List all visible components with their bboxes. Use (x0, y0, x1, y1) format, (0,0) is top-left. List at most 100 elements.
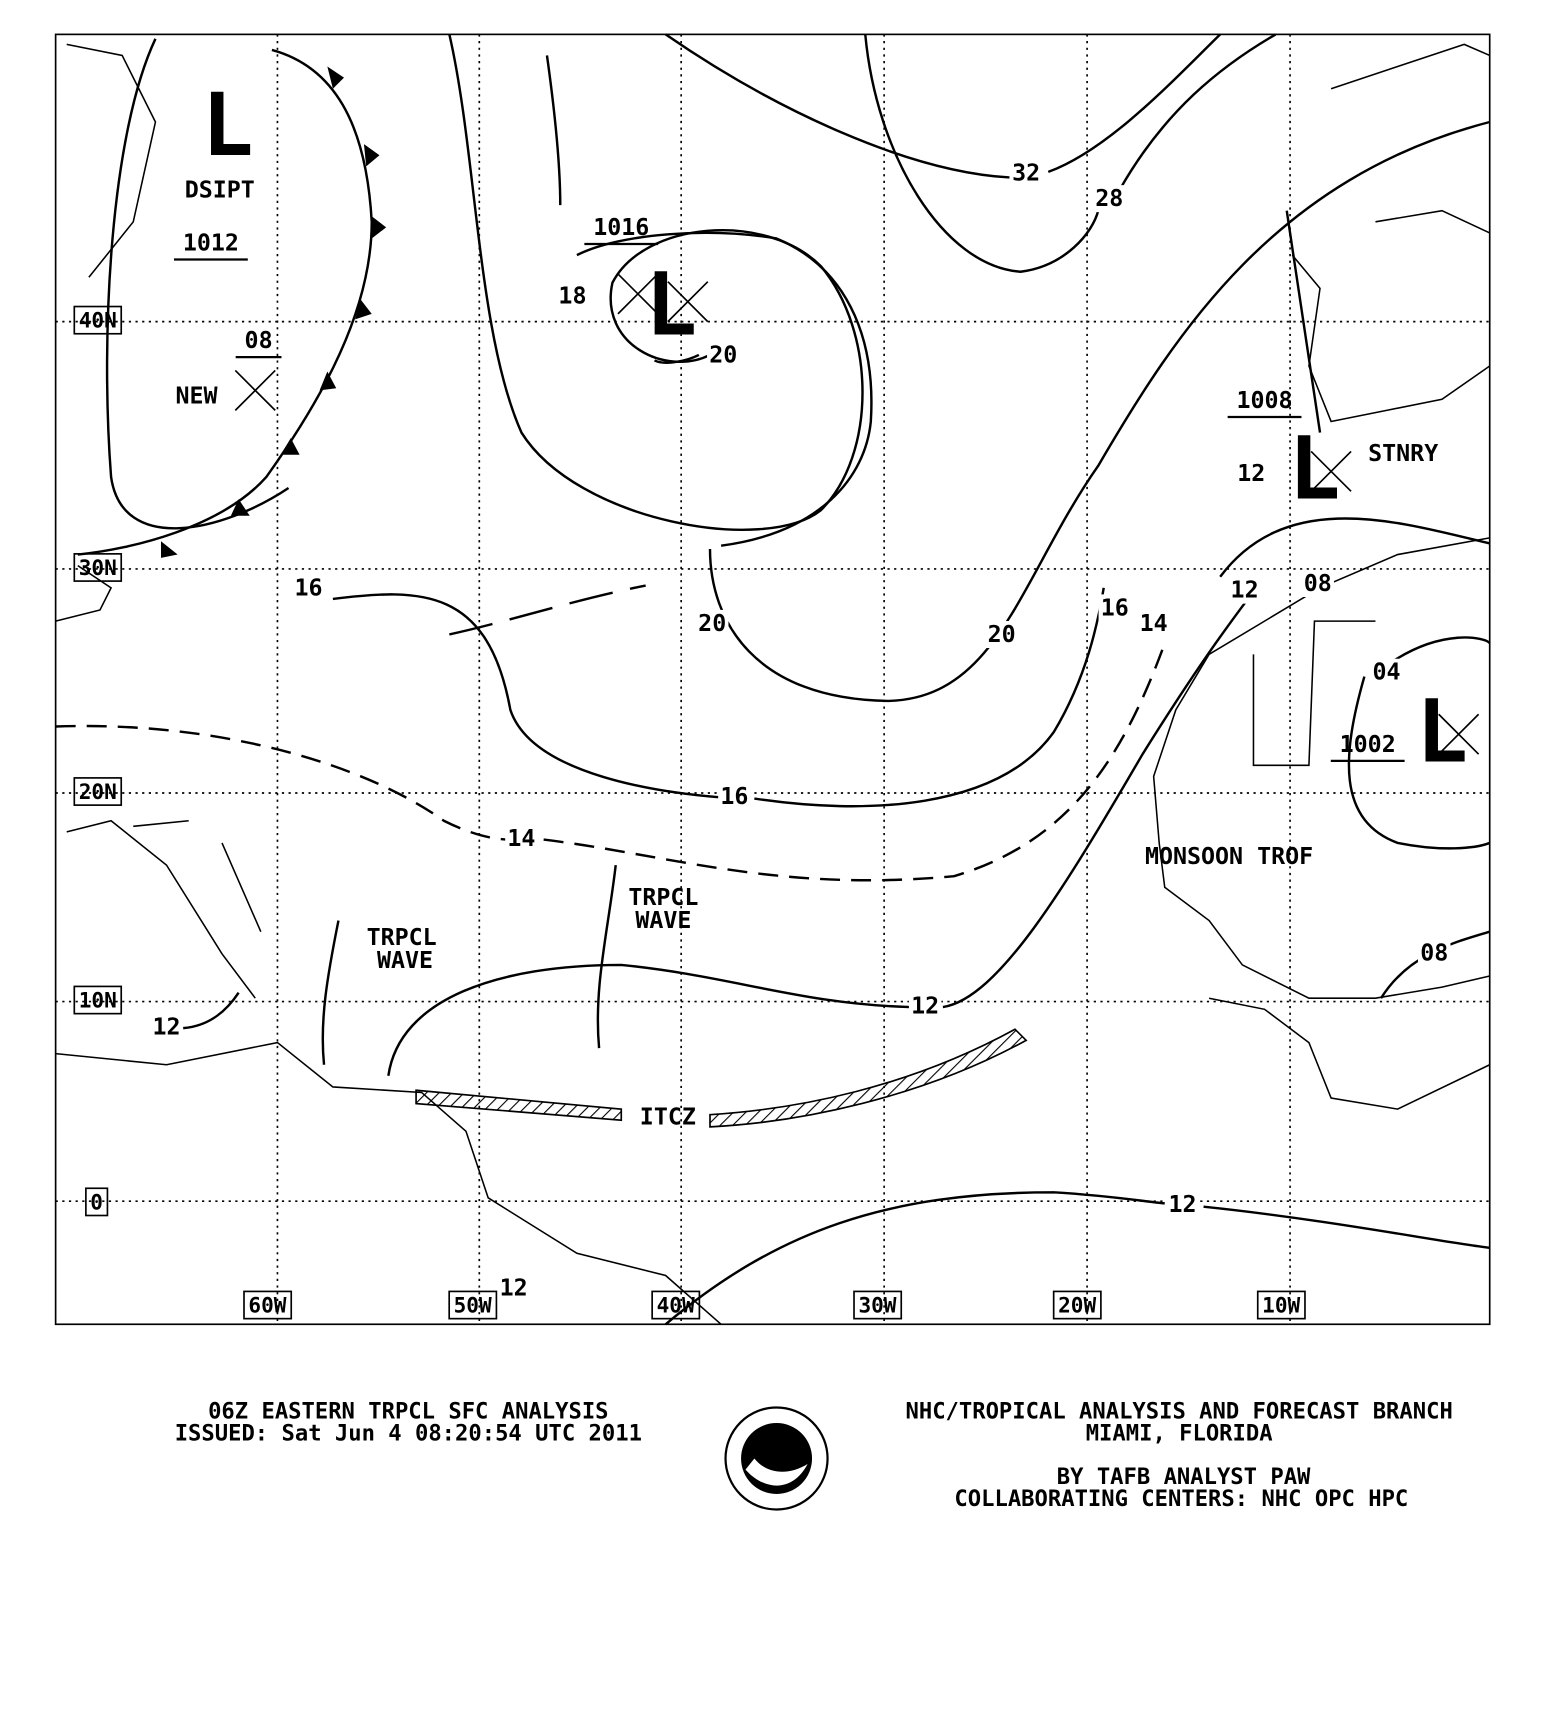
map-frame (54, 33, 1491, 1326)
lat-label-box (85, 1187, 109, 1217)
low-center (234, 369, 276, 411)
isobar-label: 12 (500, 1274, 528, 1301)
isobar-label: 28 (1095, 185, 1123, 212)
lon-label: 10W (1262, 1293, 1300, 1318)
lat-label: 0 (90, 1189, 103, 1214)
label-bg (1166, 1191, 1199, 1219)
low-pressure: 08 (245, 327, 273, 354)
isobars (55, 33, 1491, 1326)
isobar-label: 08 (1304, 570, 1332, 597)
isobar-label: 12 (1231, 577, 1259, 604)
front-symbol (319, 371, 337, 391)
label-bg (150, 1013, 183, 1041)
grid (55, 34, 1490, 1325)
footer-office: NHC/TROPICAL ANALYSIS AND FORECAST BRANC… (906, 1398, 1453, 1424)
low-status: STNRY (1368, 440, 1438, 467)
low-center (1310, 450, 1352, 492)
lat-label: 10N (79, 988, 117, 1013)
logo-text: NOAA (759, 1434, 794, 1450)
lon-label: 50W (454, 1293, 492, 1318)
front-symbol (230, 499, 250, 516)
footer-issued: ISSUED: Sat Jun 4 08:20:54 UTC 2011 (175, 1421, 642, 1447)
wave-label: WAVE (635, 907, 691, 934)
lat-label: 20N (79, 779, 117, 804)
front-symbol (371, 216, 387, 239)
label-bg (1418, 939, 1451, 967)
label-bg (1228, 576, 1261, 604)
itcz-label: ITCZ (640, 1103, 696, 1130)
fronts (77, 48, 1322, 1128)
isobar-label: 14 (507, 825, 535, 852)
low-pressure: 1012 (183, 230, 239, 257)
lat-label: 40N (79, 308, 117, 333)
label-bg (707, 341, 740, 369)
label-bg (1301, 570, 1335, 598)
label-bg (908, 992, 942, 1020)
low-pressure: 1002 (1340, 731, 1396, 758)
isobar-label: 18 (558, 283, 586, 310)
isobar-label: 14 (1140, 610, 1168, 637)
isobar-label: 12 (911, 993, 939, 1020)
label-bg (718, 782, 751, 810)
low-center (617, 273, 659, 315)
low-pressure: 1016 (593, 214, 649, 241)
label-bg (1370, 658, 1403, 686)
label-bg (1137, 609, 1170, 637)
footer-title: 06Z EASTERN TRPCL SFC ANALYSIS (208, 1398, 608, 1424)
lon-label-box (448, 1290, 498, 1320)
footer-analyst: BY TAFB ANALYST PAW (1057, 1464, 1311, 1490)
low-pressure: 1008 (1237, 387, 1293, 414)
label-bg (292, 574, 325, 602)
isobar-label: 12 (1168, 1191, 1196, 1218)
front-symbol (280, 438, 300, 455)
lat-label-box (73, 553, 123, 582)
lon-label: 30W (858, 1293, 896, 1318)
monsoon-label: MONSOON TROF (1145, 843, 1313, 870)
label-bg (985, 621, 1018, 649)
isobar-label: 16 (294, 574, 322, 601)
isobar-label: 16 (1101, 594, 1129, 621)
lon-label-box (1052, 1290, 1102, 1320)
low-symbol: L (645, 255, 697, 355)
lon-label-box (651, 1290, 701, 1320)
lon-label: 20W (1058, 1293, 1096, 1318)
lat-label-box (73, 777, 123, 806)
isobar-label: 04 (1373, 659, 1401, 686)
low-center (667, 281, 709, 323)
front-symbol (363, 144, 380, 167)
label-bg (505, 825, 538, 853)
low-center (1438, 713, 1480, 755)
lon-label-box (1256, 1290, 1306, 1320)
footer-centers: COLLABORATING CENTERS: NHC OPC HPC (954, 1486, 1408, 1512)
noaa-gull (745, 1458, 808, 1486)
label-bg (695, 609, 729, 637)
isobar-label: 12 (1237, 460, 1265, 487)
label-bg (497, 1274, 530, 1302)
lat-label-box (73, 985, 123, 1015)
label-bg (556, 282, 589, 310)
lon-label: 40W (657, 1293, 695, 1318)
isobar-label: 32 (1012, 160, 1040, 187)
front-symbol (327, 66, 344, 89)
isobar-label: 20 (988, 621, 1016, 648)
label-bg (1009, 159, 1043, 187)
wave-label: TRPCL (628, 884, 698, 911)
isobar-label: 20 (698, 610, 726, 637)
footer-location: MIAMI, FLORIDA (1086, 1421, 1273, 1447)
lon-label-box (853, 1290, 903, 1320)
front-symbol (160, 541, 178, 558)
label-bg (1093, 185, 1126, 213)
low-status: NEW (175, 383, 218, 410)
label-bg (1235, 460, 1268, 488)
lat-label: 30N (79, 555, 117, 580)
lon-label-box (243, 1290, 293, 1320)
label-bg (1098, 594, 1132, 622)
lon-label: 60W (248, 1293, 286, 1318)
isobar-label: 20 (709, 342, 737, 369)
isobar-label: 08 (1420, 939, 1448, 966)
wave-label: TRPCL (367, 924, 437, 951)
lat-label-box (73, 305, 123, 335)
isobar-label: 16 (720, 783, 748, 810)
